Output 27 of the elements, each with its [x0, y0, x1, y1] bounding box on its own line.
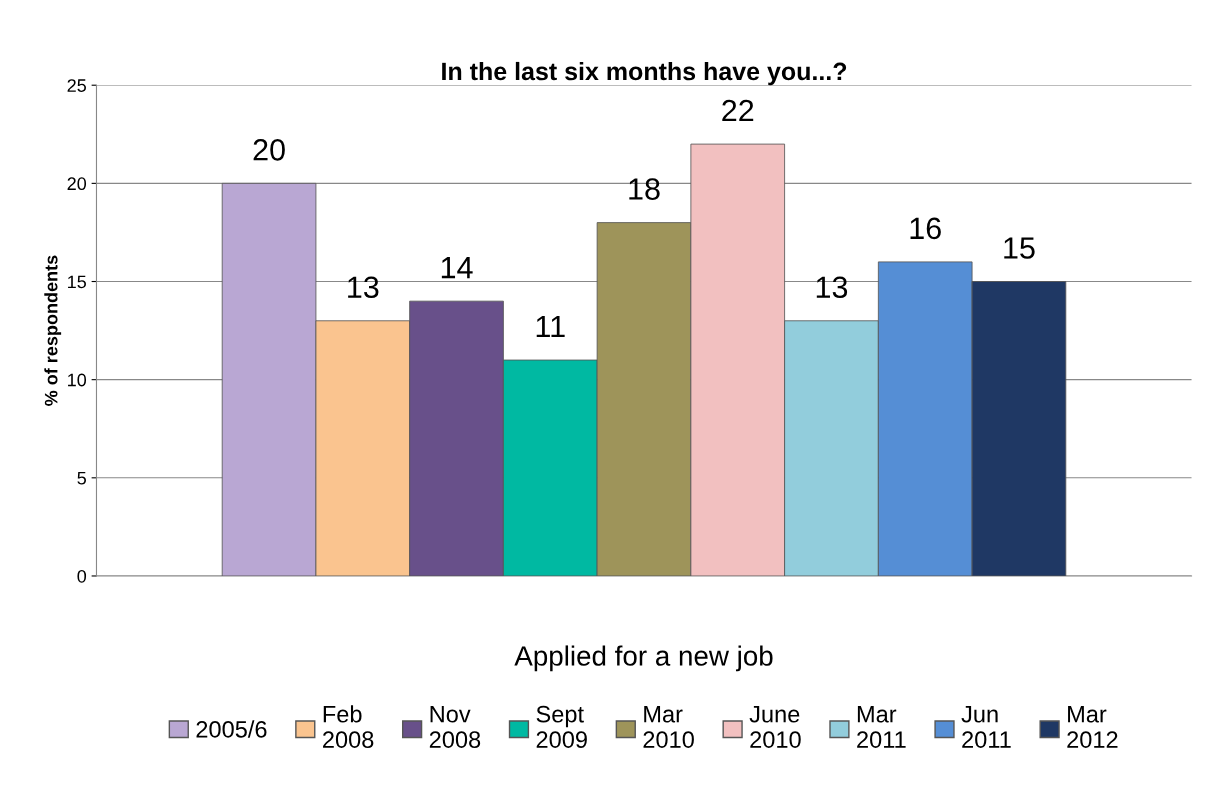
y-tick-label: 5: [77, 471, 86, 485]
data-label: 13: [348, 276, 379, 299]
legend-label: Mar 2011: [857, 706, 906, 748]
data-label: 13: [816, 276, 848, 299]
data-label: 22: [722, 99, 754, 122]
y-tick-label: 15: [68, 275, 86, 289]
data-label: 20: [253, 139, 285, 161]
legend-label: Mar 2010: [643, 706, 694, 748]
chart-title: In the last six months have you...?: [442, 61, 847, 86]
legend-label: June 2010: [749, 706, 801, 748]
x-tick-label: Applied for a new job: [514, 645, 773, 672]
data-label: 14: [441, 257, 473, 279]
y-tick-label: 25: [67, 79, 86, 92]
y-tick-label: 10: [68, 373, 87, 387]
data-label: 11: [536, 316, 565, 338]
data-label: 15: [1004, 237, 1035, 259]
legend-label: Feb 2008: [323, 705, 374, 748]
y-tick-label: 20: [67, 177, 87, 191]
legend-label: Mar 2012: [1067, 706, 1118, 748]
y-axis-title: % of respondents: [44, 255, 62, 406]
legend-label: Sept 2009: [536, 705, 587, 748]
legend-label: 2005/6: [196, 720, 267, 738]
data-label: 16: [910, 217, 941, 240]
legend-label: Nov 2008: [429, 706, 481, 748]
data-label: 18: [629, 178, 660, 200]
y-tick-label: 0: [77, 569, 87, 583]
legend-label: Jun 2011: [961, 706, 1011, 748]
